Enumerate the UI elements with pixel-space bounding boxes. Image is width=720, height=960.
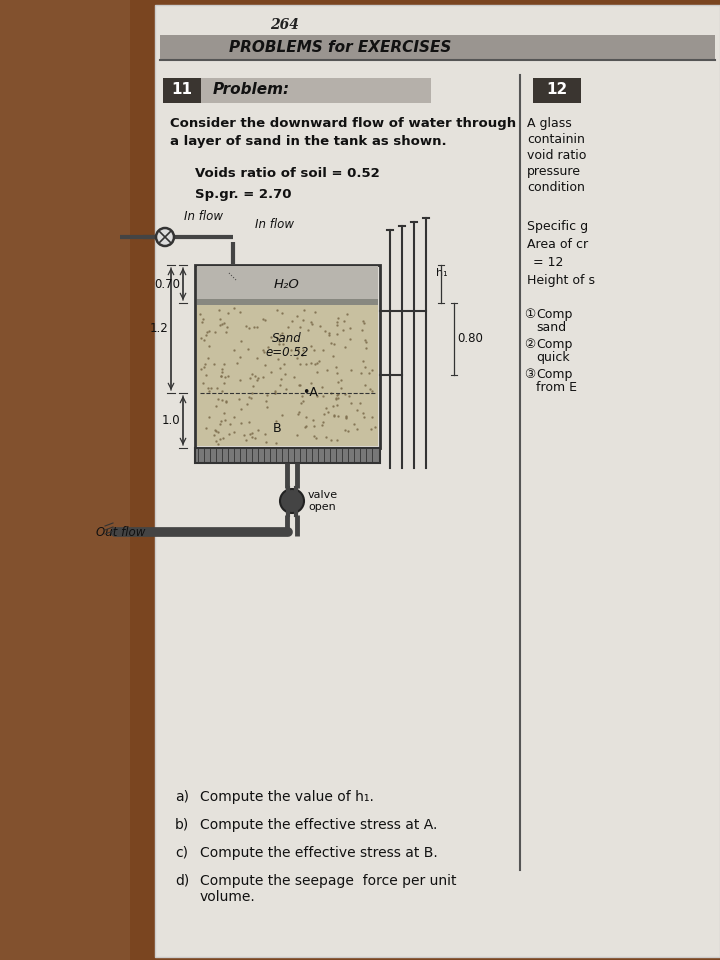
Text: A glass: A glass — [527, 117, 572, 130]
Text: 0.70: 0.70 — [154, 277, 180, 291]
Text: 0.80: 0.80 — [457, 332, 483, 346]
Text: Height of s: Height of s — [527, 274, 595, 287]
Text: ②: ② — [524, 338, 535, 351]
Bar — [163, 78, 201, 103]
Bar — [201, 78, 431, 103]
Circle shape — [280, 489, 304, 513]
Text: In flow: In flow — [184, 210, 222, 223]
Bar — [155, 5, 720, 957]
Text: Compute the effective stress at B.: Compute the effective stress at B. — [200, 846, 438, 860]
Text: ①: ① — [524, 308, 535, 321]
Text: from E: from E — [536, 381, 577, 394]
Text: H₂O: H₂O — [274, 277, 300, 291]
Text: Comp: Comp — [536, 308, 572, 321]
Text: a layer of sand in the tank as shown.: a layer of sand in the tank as shown. — [170, 135, 446, 148]
Text: B: B — [273, 421, 282, 435]
Text: Problem:: Problem: — [213, 83, 290, 98]
Bar — [197, 266, 378, 302]
Text: e=0.52: e=0.52 — [265, 347, 309, 359]
Text: Comp: Comp — [536, 338, 572, 351]
Text: c): c) — [175, 846, 188, 860]
Text: = 12: = 12 — [533, 256, 563, 269]
Text: Sand: Sand — [272, 331, 302, 345]
Text: d): d) — [175, 874, 189, 888]
Bar — [197, 299, 378, 305]
Text: Specific g: Specific g — [527, 220, 588, 233]
Text: h₁: h₁ — [436, 268, 448, 278]
Text: Consider the downward flow of water through: Consider the downward flow of water thro… — [170, 117, 516, 130]
Text: Out flow: Out flow — [96, 526, 145, 540]
Bar — [197, 305, 378, 446]
Bar — [0, 0, 130, 960]
Text: quick: quick — [536, 351, 570, 364]
Text: void ratio: void ratio — [527, 149, 586, 162]
Text: In flow: In flow — [255, 218, 294, 231]
Text: volume.: volume. — [200, 890, 256, 904]
Text: b): b) — [175, 818, 189, 832]
Text: containin: containin — [527, 133, 585, 146]
Circle shape — [156, 228, 174, 246]
Bar — [195, 265, 380, 448]
Text: a): a) — [175, 790, 189, 804]
Text: condition: condition — [527, 181, 585, 194]
Text: valve
open: valve open — [308, 490, 338, 513]
Text: 12: 12 — [546, 83, 567, 98]
Text: sand: sand — [536, 321, 566, 334]
Text: 1.0: 1.0 — [161, 414, 180, 427]
Text: Area of cr: Area of cr — [527, 238, 588, 251]
Text: ③: ③ — [524, 368, 535, 381]
Text: 264: 264 — [270, 18, 299, 32]
Text: Sp.gr. = 2.70: Sp.gr. = 2.70 — [195, 188, 292, 201]
Bar — [533, 78, 581, 103]
Text: pressure: pressure — [527, 165, 581, 178]
Text: Comp: Comp — [536, 368, 572, 381]
Text: PROBLEMS for EXERCISES: PROBLEMS for EXERCISES — [229, 39, 451, 55]
Text: Voids ratio of soil = 0.52: Voids ratio of soil = 0.52 — [195, 167, 379, 180]
Bar — [0, 0, 160, 960]
Text: 1.2: 1.2 — [149, 323, 168, 335]
Bar — [160, 35, 715, 60]
Text: 11: 11 — [171, 83, 192, 98]
Text: Compute the value of h₁.: Compute the value of h₁. — [200, 790, 374, 804]
Bar — [195, 448, 380, 463]
Text: •A: •A — [302, 387, 318, 399]
Text: Compute the effective stress at A.: Compute the effective stress at A. — [200, 818, 437, 832]
Text: Compute the seepage  force per unit: Compute the seepage force per unit — [200, 874, 456, 888]
